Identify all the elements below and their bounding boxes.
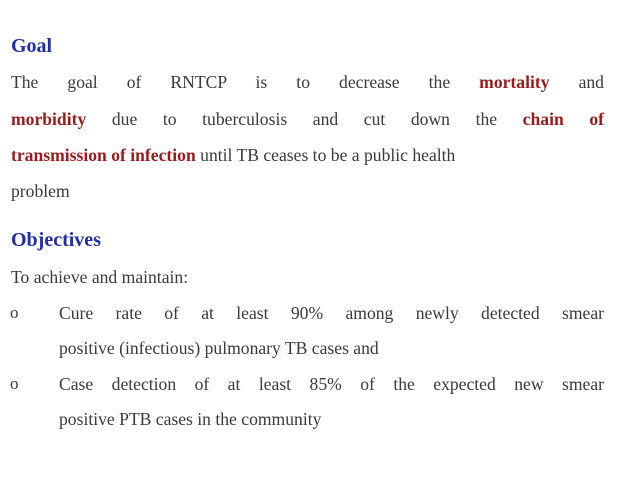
objective-2-line-1: Case detection of at least 85% of the ex… <box>59 374 604 394</box>
objective-1-line-2: positive (infectious) pulmonary TB cases… <box>59 338 379 358</box>
goal-line-3: transmission of infection until TB cease… <box>11 144 455 166</box>
goal-text-4: until TB ceases to be a public health <box>200 145 456 165</box>
goal-line-4: problem <box>11 181 70 201</box>
goal-heading: Goal <box>11 35 53 57</box>
transmission-highlight: transmission of infection <box>11 145 196 165</box>
mortality-highlight: mortality <box>479 72 550 92</box>
morbidity-highlight: morbidity <box>11 109 87 129</box>
objectives-heading: Objectives <box>11 229 101 251</box>
goal-text-2: and <box>578 72 604 92</box>
goal-text-3: due to tuberculosis and cut down the <box>111 109 498 129</box>
bullet-marker-1: o <box>10 303 19 322</box>
goal-line-1: The goal of RNTCP is to decrease the mor… <box>11 71 604 93</box>
objectives-intro: To achieve and maintain: <box>11 267 189 287</box>
goal-line-2: morbidity due to tuberculosis and cut do… <box>11 108 604 130</box>
goal-text-1: The goal of RNTCP is to decrease the <box>11 72 451 92</box>
objective-2-line-2: positive PTB cases in the community <box>59 409 322 429</box>
chain-of-highlight: chain of <box>522 109 604 129</box>
bullet-marker-2: o <box>10 374 19 393</box>
objective-1-line-1: Cure rate of at least 90% among newly de… <box>59 303 604 323</box>
